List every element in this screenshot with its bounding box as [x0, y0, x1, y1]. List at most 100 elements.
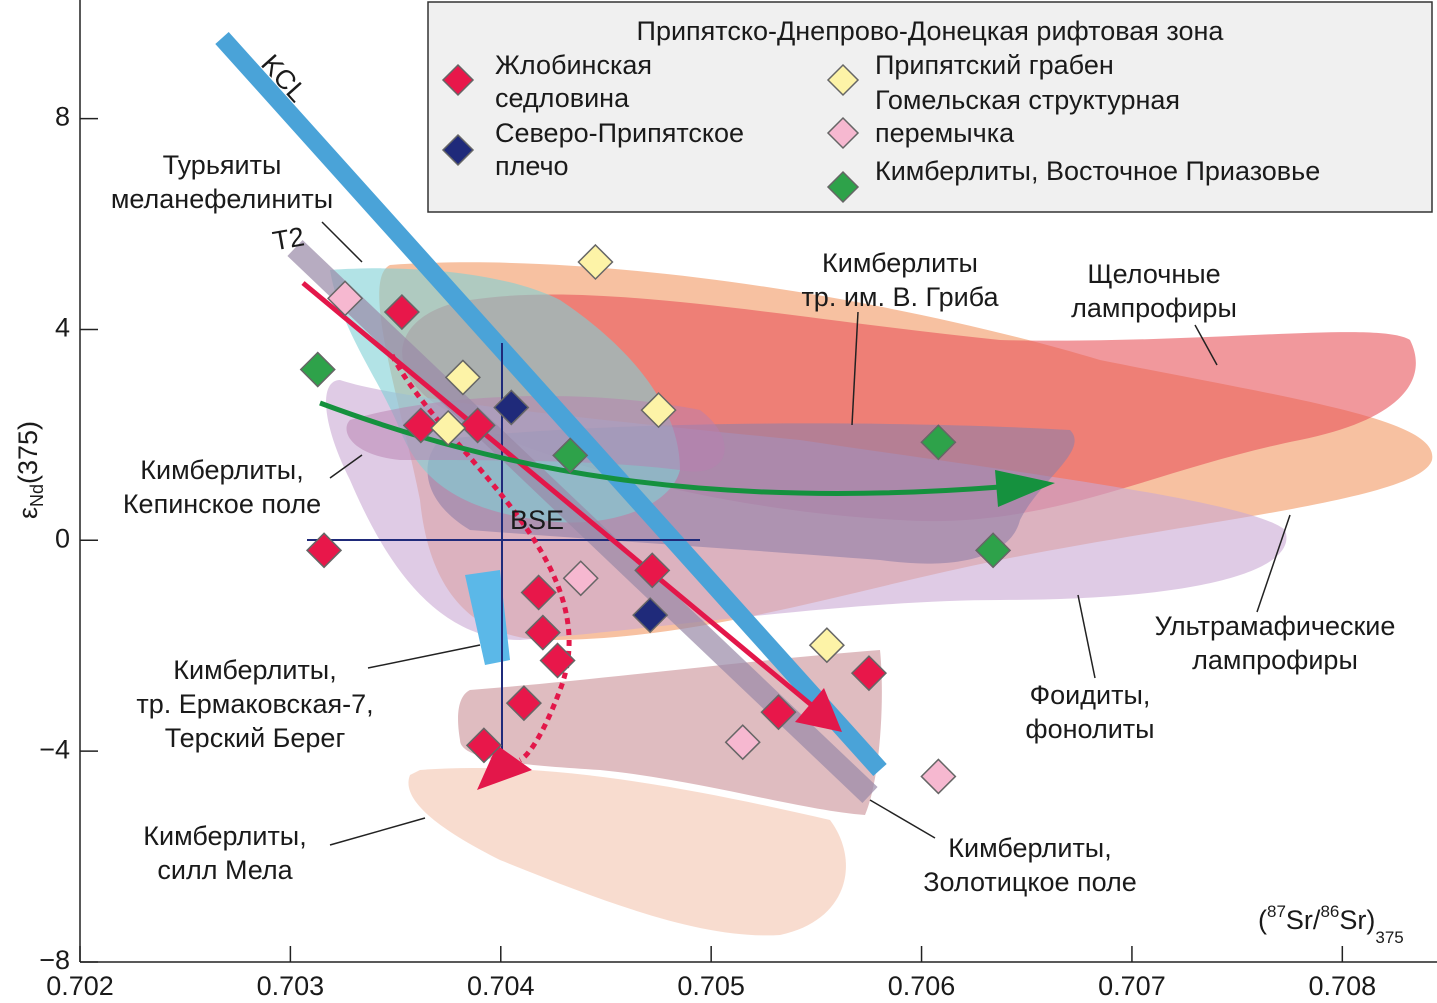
y-tick-label: 0 — [55, 523, 70, 553]
data-point — [327, 280, 364, 317]
data-point — [850, 655, 888, 692]
line-label: KCL — [255, 49, 312, 108]
annotation: Фоидиты, — [1030, 680, 1151, 710]
x-label-part: 375 — [1375, 928, 1403, 947]
leader — [1256, 514, 1291, 613]
leaders — [321, 221, 1291, 846]
arrow-head — [995, 470, 1055, 507]
data-point — [305, 532, 343, 569]
y-tick-label: −4 — [39, 734, 70, 764]
y-tick-label: −8 — [39, 945, 70, 975]
x-label-part: Sr/ — [1286, 905, 1321, 935]
annotation: Кимберлиты — [822, 248, 978, 278]
annotation: Ультрамафические — [1155, 611, 1396, 641]
data-point — [459, 407, 496, 444]
arrow-head — [477, 745, 532, 790]
data-point — [760, 694, 797, 731]
leader — [851, 311, 859, 426]
data-point — [505, 685, 542, 722]
line-label: BSE — [510, 505, 564, 535]
annotation: тр. им. В. Гриба — [801, 282, 999, 312]
legend-label: Кимберлиты, Восточное Приазовье — [875, 156, 1321, 186]
x-tick-label: 0.706 — [888, 971, 956, 1001]
annotation: Турьяиты — [163, 150, 282, 180]
annotation: Кимберлиты, — [948, 833, 1111, 863]
legend-title: Припятско-Днепрово-Донецкая рифтовая зон… — [637, 16, 1225, 46]
data-point — [493, 389, 530, 426]
x-label-part: 86 — [1320, 902, 1339, 921]
x-axis-label: (87Sr/86Sr)375 — [1258, 902, 1404, 947]
data-point — [539, 642, 576, 679]
x-tick-label: 0.702 — [46, 971, 114, 1001]
legend-marker — [826, 170, 860, 204]
y-tick-label: 8 — [55, 102, 70, 132]
annotation: Кимберлиты, — [140, 455, 303, 485]
leader — [329, 817, 426, 846]
data-point — [634, 552, 671, 589]
x-tick-label: 0.707 — [1098, 971, 1166, 1001]
legend-label: Северо-Припятское плечо — [495, 118, 745, 181]
legend-marker — [441, 133, 475, 167]
data-point — [299, 351, 336, 388]
legend-label: Гомельская структурная перемычка — [875, 85, 1181, 148]
annotation: Кепинское поле — [123, 489, 321, 519]
data-point — [465, 727, 503, 764]
x-tick-label: 0.708 — [1309, 971, 1377, 1001]
x-label-part: Sr) — [1339, 905, 1375, 935]
field — [346, 396, 725, 472]
data-point — [402, 407, 439, 444]
annotation: Терский Берег — [165, 723, 346, 753]
data-point — [430, 409, 467, 447]
data-point — [444, 359, 481, 396]
legend-marker — [826, 63, 860, 97]
legend-marker — [826, 116, 860, 150]
legend-box — [427, 1, 1433, 213]
data-point — [577, 243, 614, 281]
data-point — [552, 437, 589, 474]
data-point — [724, 724, 761, 761]
data-point — [640, 392, 677, 429]
data-point — [520, 574, 557, 611]
leader — [321, 221, 363, 263]
legend-label: Жлобинская седловина — [495, 50, 653, 113]
field — [465, 570, 510, 665]
arrow-head — [795, 688, 842, 732]
data-point — [562, 560, 599, 597]
x-label-part: 87 — [1267, 902, 1286, 921]
data-point — [920, 758, 957, 795]
annotation: Кимберлиты, — [143, 821, 306, 851]
legend-label: Припятский грабен — [875, 50, 1114, 80]
data-point — [920, 424, 957, 461]
x-tick-label: 0.705 — [677, 971, 745, 1001]
data-point — [975, 532, 1012, 569]
legend-marker — [441, 63, 475, 97]
y-tick-label: 4 — [55, 313, 70, 343]
data-point — [808, 627, 845, 664]
leader — [1077, 594, 1096, 679]
x-label-part: ( — [1258, 905, 1267, 935]
annotation: лампрофиры — [1192, 645, 1358, 675]
annotation: Щелочные — [1087, 259, 1220, 289]
annotation: меланефелиниты — [111, 184, 333, 214]
annotation: лампрофиры — [1071, 293, 1237, 323]
data-point — [632, 597, 669, 634]
annotation: силл Мела — [157, 855, 293, 885]
kcl-band — [215, 31, 887, 777]
y-label-part: (375) — [13, 421, 43, 484]
leader — [1194, 324, 1218, 366]
y-label-part: Nd — [27, 484, 47, 507]
x-tick-label: 0.704 — [467, 971, 535, 1001]
y-axis-label: εNd(375) — [13, 421, 47, 519]
annotation: тр. Ермаковская-7, — [136, 689, 373, 719]
annotation: фонолиты — [1025, 714, 1154, 744]
leader — [329, 454, 363, 479]
data-point — [383, 293, 420, 331]
trend-arrow — [301, 281, 817, 710]
leader — [869, 799, 936, 839]
annotation: Кимберлиты, — [173, 655, 336, 685]
field — [408, 768, 846, 936]
data-point — [524, 614, 561, 651]
line-label: T2 — [270, 221, 306, 256]
